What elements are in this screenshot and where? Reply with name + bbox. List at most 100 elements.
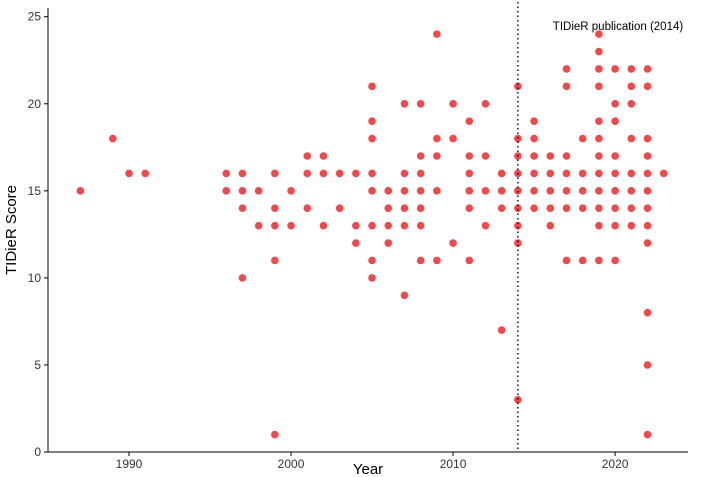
data-point bbox=[368, 221, 376, 230]
data-point bbox=[319, 169, 328, 178]
data-point bbox=[368, 169, 376, 178]
data-point bbox=[416, 187, 425, 195]
data-point bbox=[514, 204, 522, 213]
y-tick-label: 15 bbox=[28, 184, 42, 198]
data-point bbox=[643, 82, 652, 91]
data-point bbox=[530, 134, 538, 143]
data-point bbox=[595, 134, 603, 143]
data-point bbox=[643, 308, 652, 317]
data-point bbox=[384, 204, 393, 213]
y-tick-label: 5 bbox=[34, 358, 41, 372]
data-point bbox=[319, 221, 328, 230]
y-tick-label: 10 bbox=[28, 271, 42, 285]
reference-line-label: TIDieR publication (2014) bbox=[553, 21, 684, 33]
data-point bbox=[254, 187, 263, 195]
data-point bbox=[465, 256, 474, 265]
data-point bbox=[222, 187, 231, 195]
data-point bbox=[514, 134, 522, 143]
data-point bbox=[222, 169, 231, 178]
data-point bbox=[449, 134, 457, 143]
data-point bbox=[595, 82, 603, 91]
data-point bbox=[400, 187, 409, 195]
data-point bbox=[368, 256, 376, 265]
data-point bbox=[595, 204, 603, 213]
data-point bbox=[611, 99, 619, 108]
data-point bbox=[400, 291, 409, 300]
data-point bbox=[287, 221, 295, 230]
data-point bbox=[384, 221, 393, 230]
data-point bbox=[335, 204, 344, 213]
data-point bbox=[530, 117, 538, 125]
data-point bbox=[303, 204, 312, 213]
data-point bbox=[465, 187, 474, 195]
data-point bbox=[433, 256, 441, 265]
data-point bbox=[481, 99, 490, 108]
data-point bbox=[400, 204, 409, 213]
data-point bbox=[530, 187, 538, 195]
data-point bbox=[578, 134, 587, 143]
data-point bbox=[384, 239, 393, 247]
data-point bbox=[562, 82, 571, 91]
data-point bbox=[578, 204, 587, 213]
data-point bbox=[238, 187, 247, 195]
data-point bbox=[400, 221, 409, 230]
data-point bbox=[465, 169, 474, 178]
data-point bbox=[546, 152, 555, 160]
x-axis-ticks: 1990 2000 2010 2020 bbox=[116, 452, 629, 471]
data-point bbox=[416, 169, 425, 178]
data-point bbox=[546, 169, 555, 178]
data-point bbox=[481, 221, 490, 230]
data-point bbox=[562, 152, 571, 160]
data-point bbox=[627, 82, 636, 91]
data-point bbox=[271, 204, 279, 213]
data-point bbox=[595, 152, 603, 160]
y-tick-label: 25 bbox=[28, 10, 42, 24]
data-point bbox=[595, 30, 603, 38]
data-point bbox=[271, 169, 279, 178]
data-point bbox=[481, 152, 490, 160]
data-point bbox=[238, 274, 247, 282]
data-point bbox=[546, 221, 555, 230]
data-point bbox=[595, 187, 603, 195]
y-tick-label: 20 bbox=[28, 97, 42, 111]
data-point bbox=[578, 187, 587, 195]
data-point bbox=[335, 169, 344, 178]
data-point bbox=[643, 204, 652, 213]
data-point bbox=[465, 204, 474, 213]
data-point bbox=[352, 239, 360, 247]
data-point bbox=[530, 169, 538, 178]
y-tick-label: 0 bbox=[34, 445, 41, 459]
data-point bbox=[530, 204, 538, 213]
data-point bbox=[659, 169, 668, 178]
x-tick-label: 1990 bbox=[116, 457, 143, 471]
data-point bbox=[433, 187, 441, 195]
data-point bbox=[643, 239, 652, 247]
data-point bbox=[514, 239, 522, 247]
data-point bbox=[384, 187, 393, 195]
data-point bbox=[530, 152, 538, 160]
data-point bbox=[595, 117, 603, 125]
data-point bbox=[514, 82, 522, 91]
data-point bbox=[562, 187, 571, 195]
data-point bbox=[125, 169, 133, 178]
data-point bbox=[497, 187, 506, 195]
data-point bbox=[109, 134, 117, 143]
data-point bbox=[514, 187, 522, 195]
data-point bbox=[416, 256, 425, 265]
data-point bbox=[368, 82, 376, 91]
data-point bbox=[627, 134, 636, 143]
data-point bbox=[643, 169, 652, 178]
data-point bbox=[141, 169, 150, 178]
data-point bbox=[400, 99, 409, 108]
data-point bbox=[465, 117, 474, 125]
data-point bbox=[368, 187, 376, 195]
data-point bbox=[595, 65, 603, 73]
points-layer bbox=[76, 30, 668, 439]
data-point bbox=[368, 274, 376, 282]
data-point bbox=[497, 326, 506, 334]
data-point bbox=[611, 204, 619, 213]
data-point bbox=[643, 187, 652, 195]
x-tick-label: 2000 bbox=[278, 457, 305, 471]
data-point bbox=[643, 361, 652, 369]
y-axis-ticks: 0 5 10 15 20 25 bbox=[28, 10, 48, 459]
